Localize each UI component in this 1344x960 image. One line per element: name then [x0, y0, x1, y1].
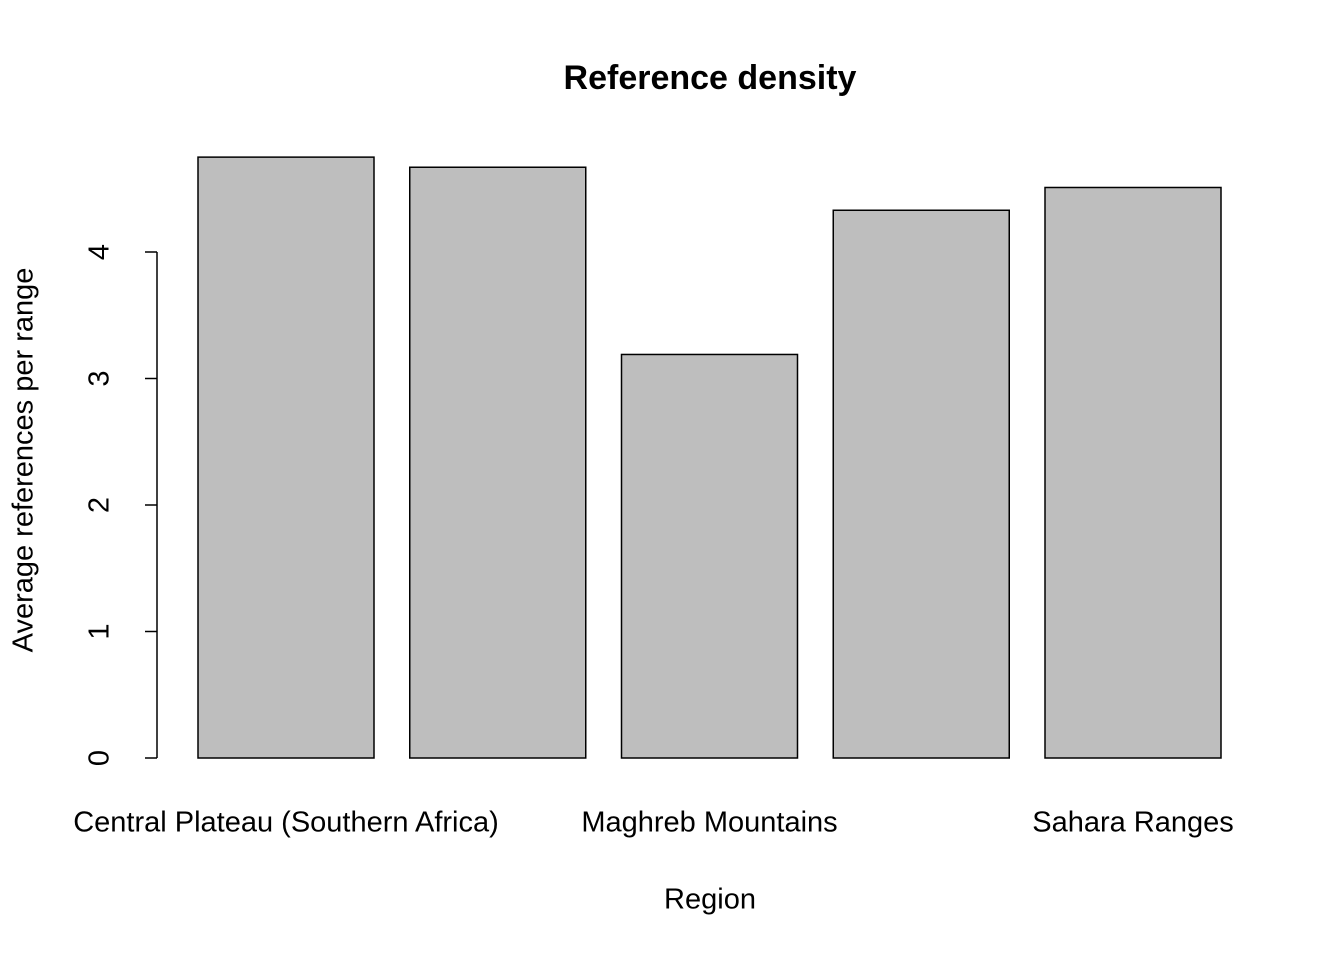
- y-tick-label: 0: [84, 750, 116, 766]
- bar: [620, 353, 799, 759]
- x-tick-label: Maghreb Mountains: [581, 807, 837, 839]
- y-tick-label: 1: [84, 623, 116, 639]
- x-tick-label: Sahara Ranges: [1032, 807, 1234, 839]
- bar: [1044, 186, 1222, 759]
- bar: [197, 156, 375, 759]
- x-tick-label: Central Plateau (Southern Africa): [73, 807, 499, 839]
- chart-title: Reference density: [564, 59, 857, 97]
- y-axis-title: Average references per range: [8, 268, 40, 653]
- bar: [409, 166, 587, 759]
- y-tick-label: 3: [84, 370, 116, 386]
- bar: [832, 209, 1010, 759]
- y-tick-label: 4: [84, 244, 116, 260]
- x-axis-title: Region: [664, 884, 756, 916]
- y-tick-label: 2: [84, 497, 116, 513]
